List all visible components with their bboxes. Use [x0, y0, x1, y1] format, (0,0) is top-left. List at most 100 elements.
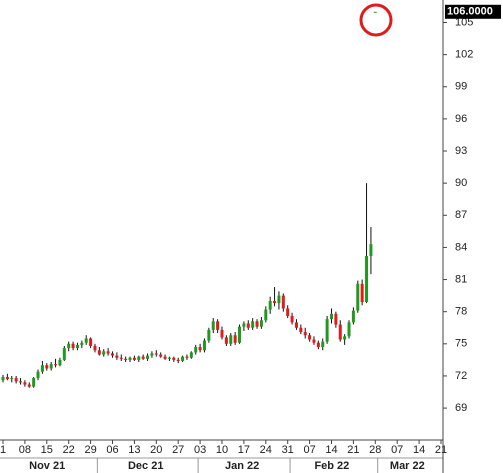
month-label: Feb 22 [314, 460, 349, 472]
candle-body [159, 354, 163, 357]
month-label: Jan 22 [225, 460, 259, 472]
candle-body [80, 342, 84, 345]
candle-body [49, 364, 53, 369]
candle-body [216, 321, 220, 330]
candle-body [167, 357, 171, 359]
last-price-label: 106.0000 [447, 6, 493, 18]
y-tick-label: 105 [455, 16, 473, 28]
x-tick-label: 14 [413, 444, 425, 456]
candle-body [71, 343, 75, 349]
candle-body [172, 357, 176, 360]
candle-body [14, 378, 18, 382]
candle-body [93, 345, 97, 351]
x-tick-label: 21 [347, 444, 359, 456]
candle-body [299, 327, 303, 333]
candle-body [281, 295, 285, 309]
candle-body [365, 255, 369, 303]
candle-body [84, 338, 88, 343]
candle-body [211, 321, 215, 330]
candle-body [343, 336, 347, 340]
x-tick-label: 21 [435, 444, 447, 456]
candle-body [45, 365, 49, 369]
candle-body [251, 321, 255, 328]
candle-body [264, 309, 268, 321]
y-tick-label: 87 [455, 209, 467, 221]
x-tick-label: 27 [172, 444, 184, 456]
candle-body [10, 378, 14, 380]
candle-body [286, 308, 290, 316]
candle-body [185, 356, 189, 358]
candle-body [220, 329, 224, 338]
x-tick-label: 03 [194, 444, 206, 456]
highlight-circle [359, 3, 393, 37]
y-tick-label: 90 [455, 177, 467, 189]
y-tick-label: 96 [455, 113, 467, 125]
candle-body [294, 322, 298, 328]
candle-body [36, 371, 40, 379]
candle-body [338, 324, 342, 340]
candle-body [242, 323, 246, 327]
x-tick-label: 14 [325, 444, 337, 456]
candle-body [150, 353, 154, 356]
x-tick-label: 15 [41, 444, 53, 456]
candle-body [238, 326, 242, 343]
candle-body [259, 320, 263, 327]
x-tick-label: 08 [19, 444, 31, 456]
candle-body [19, 381, 23, 383]
y-tick-label: 69 [455, 402, 467, 414]
candle-body [40, 365, 44, 372]
candle-body [67, 343, 71, 349]
x-tick-label: 10 [216, 444, 228, 456]
candle-body [132, 357, 136, 360]
y-tick-label: 99 [455, 81, 467, 93]
y-tick-label: 81 [455, 273, 467, 285]
candle-body [273, 300, 277, 304]
candle-body [154, 353, 158, 355]
candle-body [229, 335, 233, 344]
candle-body [334, 313, 338, 325]
candle-body [312, 339, 316, 343]
candle-body [102, 351, 106, 355]
y-tick-label: 78 [455, 306, 467, 318]
candle-body [5, 377, 9, 380]
candle-body [198, 347, 202, 351]
candle-body [137, 356, 141, 360]
candle-body [163, 356, 167, 359]
candle-body [202, 340, 206, 351]
x-tick-label: 28 [369, 444, 381, 456]
x-tick-label: 06 [106, 444, 118, 456]
candle-body [316, 342, 320, 348]
last-price-box [445, 4, 501, 19]
candle-body [233, 335, 237, 343]
candle-body [141, 356, 145, 359]
x-tick-label: 24 [260, 444, 272, 456]
y-tick-label: 72 [455, 370, 467, 382]
month-label: Dec 21 [128, 460, 163, 472]
candle-body [62, 348, 66, 360]
y-tick-label: 93 [455, 145, 467, 157]
x-tick-label: 20 [150, 444, 162, 456]
candle-body [115, 355, 119, 358]
candle-body [27, 384, 31, 387]
candle-body [75, 344, 79, 349]
candle-body [32, 378, 36, 387]
candle-body [351, 310, 355, 323]
x-tick-label: 17 [238, 444, 250, 456]
x-tick-label: 31 [282, 444, 294, 456]
y-tick-label: 102 [455, 49, 473, 61]
candle-body [356, 283, 360, 311]
candle-body [181, 356, 185, 361]
candle-body [347, 322, 351, 337]
candle-body [194, 347, 198, 353]
y-tick-label: 75 [455, 338, 467, 350]
candle-body [277, 295, 281, 304]
x-tick-label: 1 [0, 444, 6, 456]
x-tick-label: 22 [63, 444, 75, 456]
candle-body [207, 329, 211, 341]
candle-body [54, 364, 58, 366]
month-label: Nov 21 [29, 460, 65, 472]
x-tick-label: 07 [391, 444, 403, 456]
candle-body [119, 357, 123, 359]
candle-body [128, 357, 132, 360]
